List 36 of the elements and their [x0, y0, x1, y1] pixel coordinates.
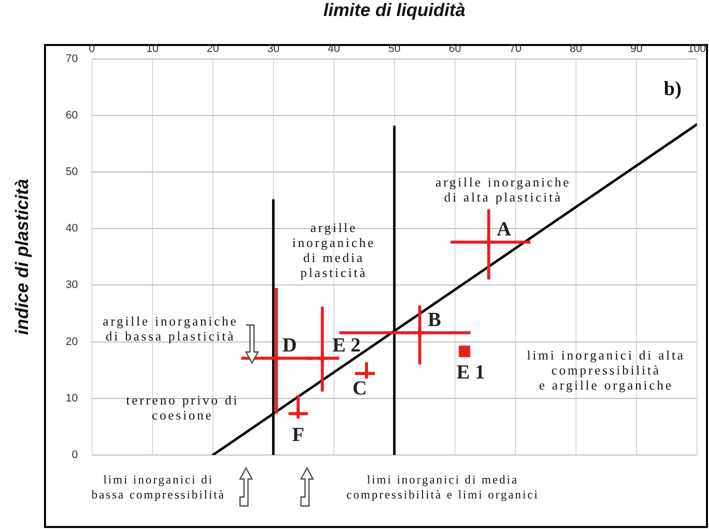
x-tick-label: 50 [388, 43, 400, 56]
text: limi inorganici di media compressibilità e limi organici [346, 472, 540, 502]
x-tick-label: 70 [509, 43, 522, 56]
x-tick-label: 80 [570, 43, 582, 56]
x-tick-label: 30 [267, 43, 280, 56]
y-tick-label: 40 [66, 222, 78, 235]
series-label: A [496, 218, 512, 240]
series-label: E 1 [456, 362, 485, 384]
y-tick-label: 0 [72, 449, 78, 462]
y-tick-label: 70 [66, 52, 78, 65]
x-tick-label: 10 [146, 43, 158, 56]
series-label: D [282, 334, 297, 356]
y-axis-title: indice di plasticità [12, 178, 32, 335]
x-tick-label: 20 [206, 43, 219, 56]
x-tick-label: 90 [630, 43, 642, 56]
x-tick-label: 60 [448, 43, 461, 56]
annotation: limi inorganici di alta compressibilità e argille organiche [527, 347, 686, 392]
y-tick-label: 20 [66, 336, 78, 348]
annotation: terreno privo di coesione [126, 392, 240, 423]
x-tick-label: 100 [688, 43, 706, 56]
x-tick-label: 0 [88, 43, 95, 56]
x-axis-title: limite di liquidità [323, 0, 466, 20]
annotation: argille inorganiche di media plasticità [292, 220, 376, 280]
annotation: argille inorganiche di bassa plasticità [102, 313, 238, 344]
series-label: F [292, 424, 304, 446]
y-tick-label: 30 [66, 279, 78, 292]
series-label: E 2 [332, 334, 361, 356]
y-tick-label: 60 [66, 109, 78, 122]
y-tick-label: 50 [66, 166, 78, 178]
annotation: argille inorganiche di alta plasticità [436, 174, 571, 205]
series-label: C [352, 378, 367, 400]
series-label: B [428, 308, 442, 331]
x-tick-label: 40 [328, 43, 340, 56]
text: limi inorganici di bassa compressibilità [91, 472, 226, 502]
y-tick-label: 10 [66, 392, 78, 404]
annotation: b) [664, 78, 682, 100]
